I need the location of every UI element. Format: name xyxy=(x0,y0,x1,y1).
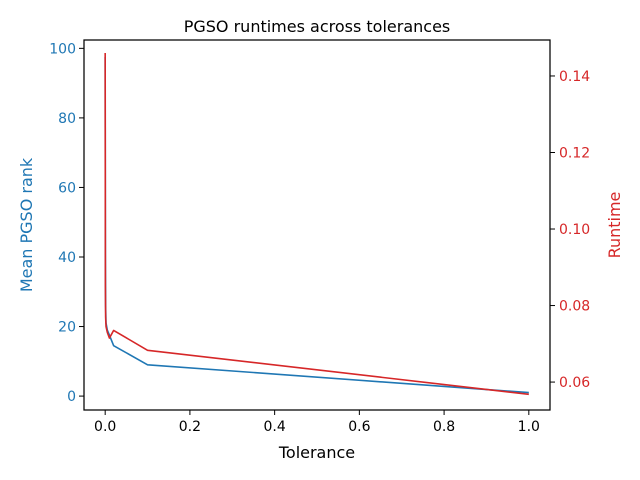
right-y-tick-label: 0.08 xyxy=(559,299,590,315)
x-tick-label: 0.2 xyxy=(179,419,201,435)
right-y-tick-label: 0.14 xyxy=(559,69,590,85)
x-tick-label: 0.8 xyxy=(433,419,455,435)
plot-frame xyxy=(83,39,551,411)
x-tick-label: 0.6 xyxy=(348,419,370,435)
left-axis-label: Mean PGSO rank xyxy=(17,157,36,292)
chart-marks: 0.0 0.2 0.4 0.6 0.8 1.0 0 20 40 60 80 100 0.06 0.08 0.… xyxy=(49,41,590,435)
x-axis-label: Tolerance xyxy=(278,443,355,462)
left-y-tick-label: 20 xyxy=(58,320,76,336)
right-y-tick-label: 0.12 xyxy=(559,145,590,161)
left-y-tick-label: 0 xyxy=(67,389,76,405)
left-y-tick-label: 60 xyxy=(58,180,76,196)
right-y-tick-label: 0.06 xyxy=(559,375,590,391)
x-tick-label: 0.0 xyxy=(94,419,116,435)
chart-title: PGSO runtimes across tolerances xyxy=(184,17,451,36)
rank-series-line xyxy=(104,57,529,394)
right-axis-label: Runtime xyxy=(605,192,624,259)
left-y-tick-label: 100 xyxy=(49,41,76,57)
x-tick-label: 1.0 xyxy=(518,419,540,435)
right-y-tick-label: 0.10 xyxy=(559,222,590,238)
runtime-series-line xyxy=(104,53,529,396)
left-y-tick-label: 40 xyxy=(58,250,76,266)
x-tick-label: 0.4 xyxy=(264,419,286,435)
left-y-tick-label: 80 xyxy=(58,111,76,127)
